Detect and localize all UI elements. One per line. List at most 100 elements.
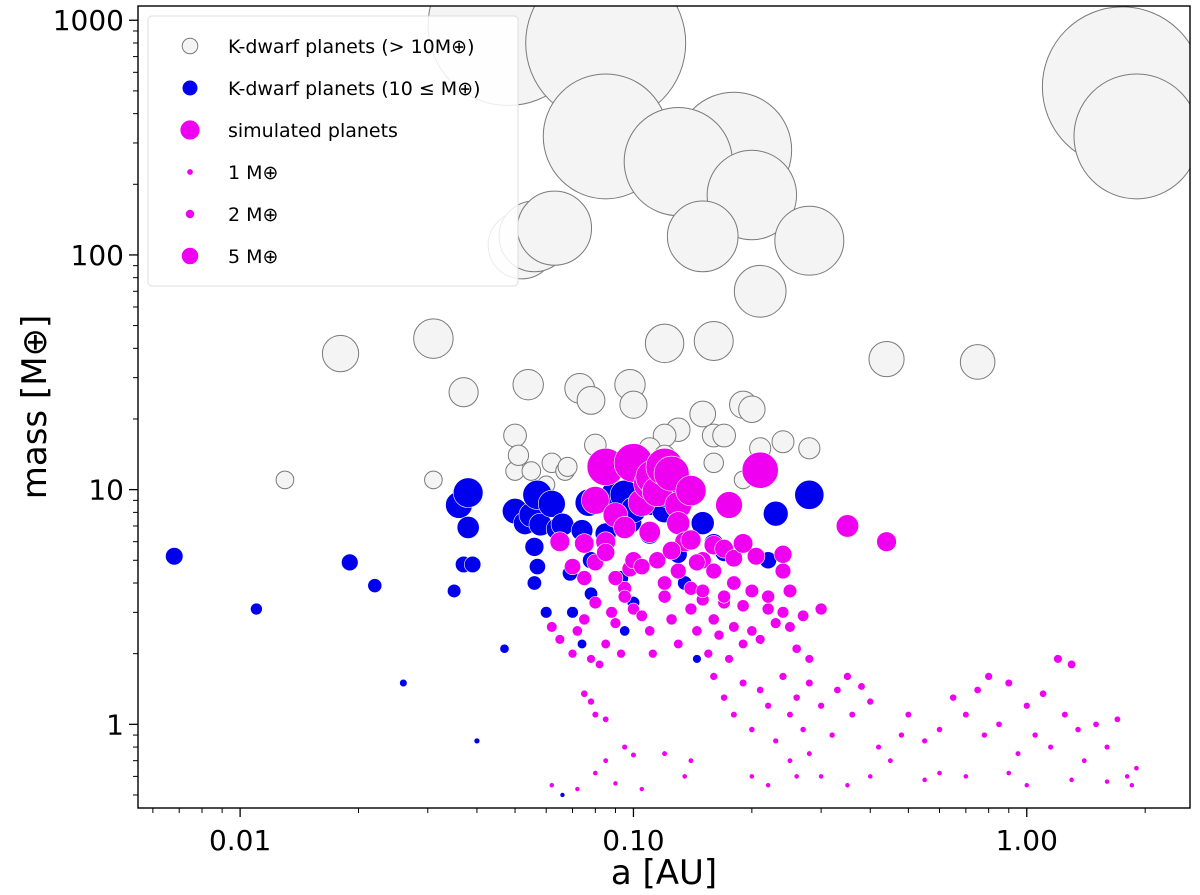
simulated-planet-point — [828, 731, 836, 739]
simulated-planet-point — [835, 514, 859, 538]
small-planet-point — [524, 537, 545, 557]
simulated-planet-point — [1124, 773, 1131, 780]
simulated-planet-point — [973, 686, 982, 695]
simulated-planet-point — [921, 776, 928, 783]
small-planet-point — [559, 792, 566, 798]
simulated-planet-point — [981, 731, 988, 739]
simulated-planet-point — [791, 643, 802, 654]
simulated-planet-point — [764, 702, 772, 710]
legend-marker — [181, 247, 199, 265]
legend-marker — [181, 79, 199, 97]
big-planet-point — [712, 423, 736, 448]
simulated-planet-point — [904, 711, 912, 719]
simulated-planet-point — [793, 773, 800, 780]
simulated-planet-point — [774, 562, 792, 580]
simulated-planet-point — [857, 682, 866, 691]
simulated-planet-point — [683, 581, 699, 596]
legend-label: K-dwarf planets (> 10M⊕) — [228, 36, 474, 58]
big-planet-point — [693, 320, 734, 361]
simulated-planet-point — [797, 609, 810, 622]
simulated-planet-point — [741, 451, 779, 489]
small-planet-point — [619, 625, 631, 637]
simulated-planet-point — [635, 609, 648, 622]
legend-marker — [179, 119, 201, 141]
y-tick-label: 100 — [71, 239, 124, 272]
x-tick-label: 0.10 — [602, 824, 664, 857]
small-planet-point — [367, 578, 383, 593]
simulated-planet-point — [595, 659, 605, 669]
big-planet-point — [521, 461, 542, 481]
simulated-planet-point — [707, 613, 720, 626]
simulated-planet-point — [786, 757, 794, 764]
simulated-planets-series — [546, 443, 1140, 792]
small-planet-point — [692, 654, 702, 664]
simulated-planet-point — [875, 743, 882, 751]
simulated-planet-point — [724, 654, 734, 664]
small-planet-point — [250, 602, 263, 616]
simulated-planet-point — [661, 750, 668, 757]
y-axis-label: mass [M⊕] — [15, 315, 55, 500]
simulated-planet-point — [738, 678, 748, 688]
simulated-planet-point — [887, 757, 894, 764]
simulated-planet-point — [1067, 659, 1077, 669]
simulated-planet-point — [817, 702, 825, 710]
big-planet-point — [738, 395, 766, 423]
big-planet-point — [448, 377, 479, 408]
small-planet-point — [341, 553, 359, 572]
simulated-planet-point — [949, 693, 958, 702]
simulated-planet-point — [844, 782, 851, 789]
simulated-planet-point — [571, 625, 583, 637]
big-planet-point — [321, 334, 360, 373]
small-planet-point — [576, 638, 588, 650]
simulated-planet-point — [633, 558, 651, 576]
small-planet-point — [566, 606, 579, 619]
legend-label: simulated planets — [228, 120, 398, 142]
simulated-planet-point — [867, 773, 874, 780]
simulated-planet-point — [644, 625, 656, 637]
big-planet-point — [703, 452, 724, 474]
simulated-planet-point — [705, 562, 722, 580]
simulated-planet-point — [761, 602, 775, 616]
simulated-planet-point — [769, 617, 782, 629]
big-planet-point — [512, 368, 544, 401]
tick-layer: 0.01 0.10 1.00 1 10 100 1000 — [53, 4, 1146, 857]
big-planet-point — [619, 390, 648, 419]
simulated-planet-point — [748, 773, 755, 780]
y-tick-label: 1 — [106, 708, 124, 741]
small-planet-point — [499, 643, 510, 654]
simulated-planet-point — [586, 654, 596, 664]
simulated-planet-point — [617, 589, 632, 604]
simulated-planet-point — [581, 486, 610, 515]
simulated-planet-point — [675, 475, 707, 507]
simulated-planet-point — [1014, 750, 1022, 757]
big-planet-point — [424, 470, 443, 490]
simulated-planet-point — [588, 596, 602, 610]
big-planet-point — [275, 470, 295, 490]
simulated-planet-point — [744, 583, 759, 599]
legend-label: 2 M⊕ — [228, 204, 278, 226]
simulated-planet-point — [591, 711, 599, 719]
simulated-planet-point — [792, 693, 801, 702]
simulated-planet-point — [564, 558, 581, 576]
big-planet-point — [503, 423, 527, 448]
simulated-planet-point — [730, 711, 738, 719]
simulated-planet-point — [1061, 711, 1069, 719]
small-planet-point — [690, 511, 715, 535]
legend-frame — [147, 15, 519, 287]
simulated-planet-point — [680, 529, 702, 551]
x-axis-label: a [AU] — [611, 853, 717, 893]
simulated-planet-point — [733, 533, 754, 554]
simulated-planet-point — [602, 757, 609, 764]
legend-label: K-dwarf planets (10 ≤ M⊕) — [228, 78, 481, 100]
y-tick-label: 1000 — [53, 4, 124, 37]
simulated-planet-point — [549, 531, 571, 552]
x-tick-label: 0.01 — [209, 824, 271, 857]
big-planet-point — [557, 456, 578, 477]
simulated-planet-point — [609, 617, 622, 629]
simulated-planet-point — [806, 750, 813, 757]
simulated-planet-point — [638, 786, 645, 792]
simulated-planet-point — [773, 545, 793, 564]
simulated-planet-point — [574, 786, 581, 792]
simulated-planet-point — [1031, 731, 1039, 739]
